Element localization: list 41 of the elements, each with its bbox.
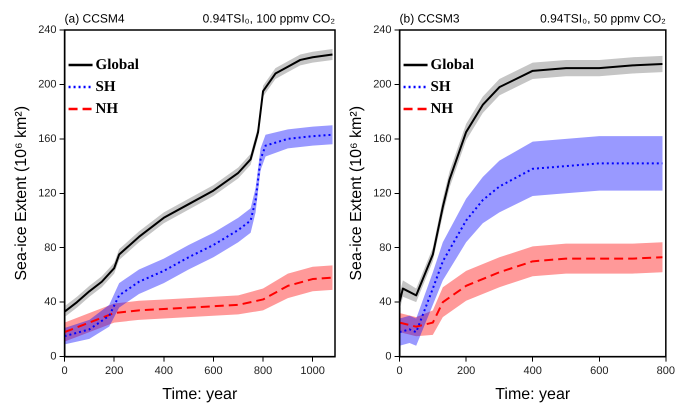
legend-label: NH bbox=[430, 100, 454, 117]
y-tick-label: 0 bbox=[50, 350, 57, 363]
chart-title: (b) CCSM3 bbox=[400, 11, 460, 26]
y-tick-label: 200 bbox=[373, 78, 392, 90]
y-tick-label: 160 bbox=[373, 132, 392, 145]
x-tick-label: 600 bbox=[204, 365, 223, 378]
x-tick-label: 600 bbox=[590, 365, 608, 378]
chart-title: (a) CCSM4 bbox=[64, 11, 125, 26]
x-tick-label: 200 bbox=[104, 365, 124, 378]
x-tick-label: 200 bbox=[456, 365, 476, 378]
y-tick-label: 80 bbox=[379, 242, 392, 254]
y-tick-label: 240 bbox=[373, 24, 392, 36]
x-tick-label: 800 bbox=[656, 365, 676, 378]
line-series bbox=[400, 162, 664, 334]
legend-label: SH bbox=[430, 78, 451, 95]
y-tick-label: 80 bbox=[44, 242, 57, 254]
x-tick-label: 0 bbox=[61, 365, 68, 378]
x-axis-title: Time: year bbox=[162, 386, 238, 403]
x-tick-label: 800 bbox=[254, 365, 272, 378]
chart-subtitle: 0.94TSI₀, 100 ppmv CO₂ bbox=[202, 11, 336, 26]
y-tick-label: 40 bbox=[44, 296, 57, 308]
x-tick-label: 400 bbox=[524, 365, 542, 378]
legend-label: Global bbox=[96, 56, 139, 73]
x-tick-label: 400 bbox=[154, 365, 173, 378]
legend-label: Global bbox=[430, 56, 474, 73]
y-tick-label: 160 bbox=[38, 132, 57, 145]
x-tick-label: 0 bbox=[396, 365, 403, 378]
y-axis-title: Sea-ice Extent (10⁶ km²) bbox=[13, 106, 30, 281]
y-axis-title: Sea-ice Extent (10⁶ km²) bbox=[348, 106, 366, 281]
legend-label: NH bbox=[96, 100, 118, 117]
x-tick-label: 1000 bbox=[300, 365, 325, 378]
y-tick-label: 200 bbox=[38, 78, 57, 90]
legend-label: SH bbox=[96, 78, 116, 95]
x-axis-title: Time: year bbox=[495, 386, 571, 403]
y-tick-label: 40 bbox=[379, 296, 392, 308]
y-tick-label: 120 bbox=[38, 187, 57, 200]
chart-subtitle: 0.94TSI₀, 50 ppmv CO₂ bbox=[540, 11, 666, 26]
line-series bbox=[400, 256, 664, 328]
y-tick-label: 240 bbox=[38, 24, 57, 36]
y-tick-label: 120 bbox=[373, 187, 392, 200]
y-tick-label: 0 bbox=[385, 350, 392, 363]
